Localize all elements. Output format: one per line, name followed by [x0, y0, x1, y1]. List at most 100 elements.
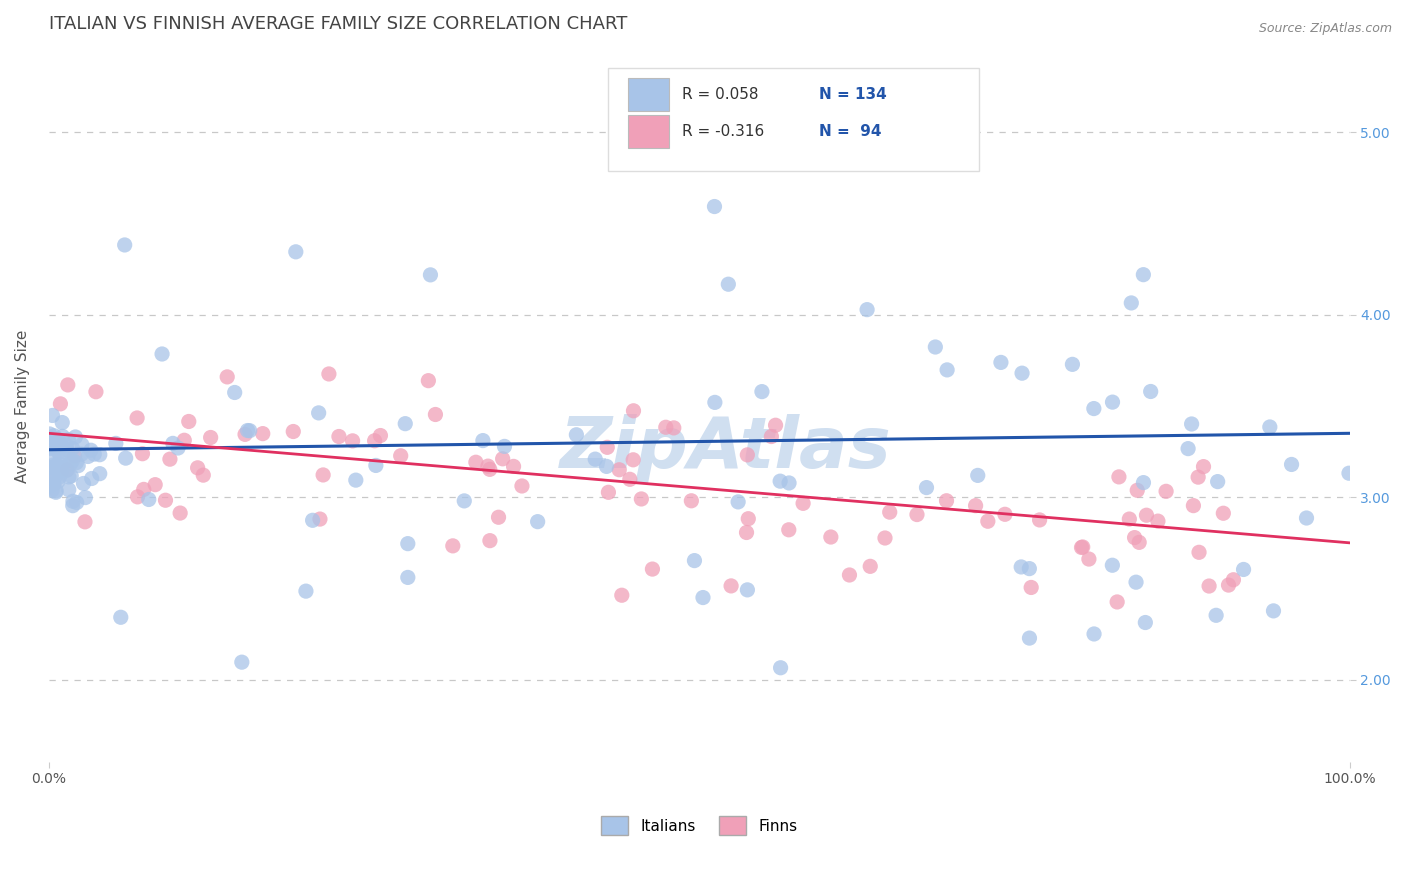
Point [1177, 442, 1199, 456]
Point [62, 494, 84, 508]
Point [727, 495, 749, 509]
Point [62, 499, 84, 513]
Point [70, 438, 93, 452]
Point [55, 439, 77, 453]
Point [60, 469, 83, 483]
Point [1019, 581, 1042, 595]
Point [769, 474, 792, 488]
Point [662, 421, 685, 435]
Point [478, 533, 501, 548]
Point [38, 427, 60, 442]
Point [765, 418, 787, 433]
Point [66, 495, 89, 509]
Point [598, 485, 620, 500]
Point [231, 655, 253, 669]
Point [389, 449, 412, 463]
Point [131, 447, 153, 461]
Point [224, 385, 246, 400]
Point [127, 490, 149, 504]
FancyBboxPatch shape [628, 115, 669, 148]
Point [58, 470, 80, 484]
Point [583, 452, 606, 467]
Point [44, 450, 66, 464]
Point [1123, 531, 1146, 545]
Point [419, 268, 441, 282]
Point [1062, 357, 1084, 371]
Point [301, 513, 323, 527]
Point [56, 463, 79, 477]
Point [38, 433, 60, 447]
Point [63, 449, 86, 463]
Point [104, 436, 127, 450]
Point [295, 584, 318, 599]
Point [596, 440, 619, 454]
Point [1139, 384, 1161, 399]
Point [1018, 631, 1040, 645]
Point [619, 472, 641, 486]
Point [59, 457, 82, 471]
Point [641, 562, 664, 576]
Point [464, 455, 486, 469]
Point [990, 355, 1012, 369]
Point [155, 493, 177, 508]
Point [856, 302, 879, 317]
Point [236, 424, 259, 438]
Point [77, 450, 100, 464]
Point [1192, 459, 1215, 474]
Point [683, 553, 706, 567]
Point [1218, 578, 1240, 592]
Point [143, 477, 166, 491]
Point [364, 458, 387, 473]
Point [761, 429, 783, 443]
Point [67, 458, 90, 473]
Point [977, 514, 1000, 528]
Point [114, 238, 136, 252]
Point [239, 424, 262, 438]
Point [217, 370, 239, 384]
Point [48, 470, 70, 484]
Point [49, 458, 72, 472]
Point [1135, 615, 1157, 630]
Point [1188, 545, 1211, 559]
Point [873, 531, 896, 545]
Point [502, 459, 524, 474]
Point [45, 458, 67, 473]
Point [924, 340, 946, 354]
Point [1181, 417, 1204, 431]
Point [936, 363, 959, 377]
Point [778, 523, 800, 537]
Text: N =  94: N = 94 [820, 124, 882, 139]
Point [966, 468, 988, 483]
Point [905, 508, 928, 522]
Point [1206, 475, 1229, 489]
Point [1222, 573, 1244, 587]
Point [233, 427, 256, 442]
Point [283, 425, 305, 439]
Point [62, 442, 84, 456]
Point [48, 441, 70, 455]
Point [284, 244, 307, 259]
Point [75, 491, 97, 505]
Text: ITALIAN VS FINNISH AVERAGE FAMILY SIZE CORRELATION CHART: ITALIAN VS FINNISH AVERAGE FAMILY SIZE C… [49, 15, 627, 33]
Point [56, 443, 79, 458]
Point [318, 367, 340, 381]
Point [89, 448, 111, 462]
Point [1121, 296, 1143, 310]
Point [55, 463, 77, 477]
Point [49, 450, 72, 465]
Point [1132, 268, 1154, 282]
Point [252, 426, 274, 441]
Point [1118, 512, 1140, 526]
Point [396, 570, 419, 584]
Point [65, 456, 87, 470]
Point [42, 477, 65, 491]
Point [328, 429, 350, 443]
Point [38, 460, 60, 475]
FancyBboxPatch shape [628, 78, 669, 112]
Point [48, 445, 70, 459]
Point [48, 441, 70, 455]
Point [1077, 552, 1099, 566]
Point [735, 525, 758, 540]
Point [1205, 608, 1227, 623]
Point [1212, 506, 1234, 520]
